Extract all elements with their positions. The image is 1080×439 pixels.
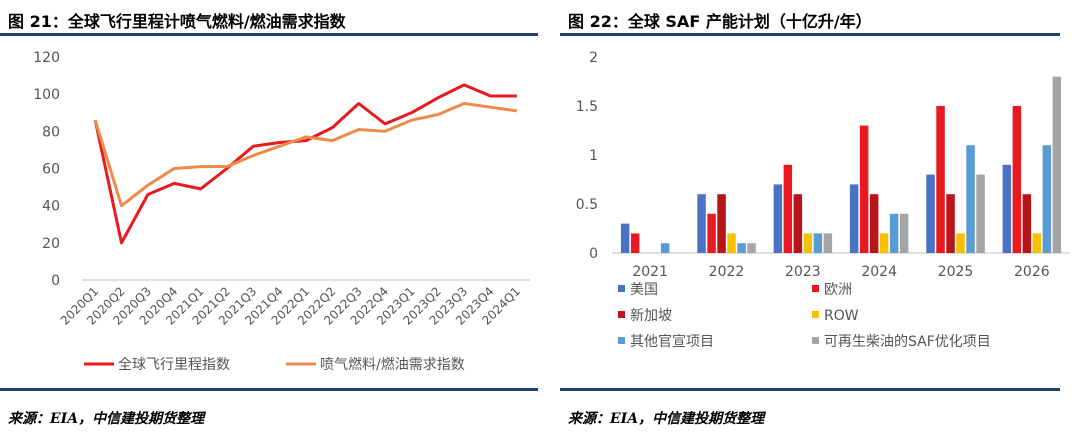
legend-label: 美国 <box>630 282 658 298</box>
bar <box>1022 194 1032 253</box>
bar <box>1002 164 1012 253</box>
bar <box>1052 76 1062 253</box>
legend-label: 可再生柴油的SAF优化项目 <box>824 334 991 350</box>
right-title-rule <box>560 33 1060 36</box>
legend-label: 新加坡 <box>630 308 672 324</box>
bar <box>1012 106 1022 253</box>
x-tick-label: 2022 <box>709 264 745 280</box>
bar <box>773 184 783 253</box>
y-tick-label: 60 <box>42 162 60 178</box>
legend-swatch <box>812 337 819 344</box>
bar <box>926 174 935 253</box>
series-line-1 <box>93 83 517 245</box>
bar <box>803 233 813 253</box>
legend-label: 全球飞行里程指数 <box>118 356 230 373</box>
bar <box>889 213 899 253</box>
legend-swatch <box>618 285 625 292</box>
bar <box>727 233 736 253</box>
x-tick-label: 2021 <box>632 264 668 280</box>
right-chart-title: 图 22：全球 SAF 产能计划（十亿升/年） <box>568 12 872 31</box>
bar <box>660 243 670 253</box>
y-tick-label: 80 <box>42 124 60 140</box>
bar <box>620 223 630 253</box>
bar <box>976 174 985 253</box>
legend-swatch <box>812 285 819 292</box>
bar <box>793 194 803 253</box>
line-chart: 0204060801001202020Q12020Q22020Q32020Q42… <box>33 50 530 373</box>
bar <box>747 243 756 253</box>
left-chart-title: 图 21：全球飞行里程计喷气燃料/燃油需求指数 <box>8 12 346 31</box>
bar <box>869 194 879 253</box>
right-source-note: 来源：EIA，中信建投期货整理 <box>568 411 765 427</box>
legend-label: 喷气燃料/燃油需求指数 <box>320 356 465 373</box>
left-source-note: 来源：EIA，中信建投期货整理 <box>8 411 205 427</box>
legend-swatch <box>618 337 625 344</box>
left-bottom-rule <box>0 388 538 391</box>
y-tick-label: 0.5 <box>576 197 598 213</box>
y-tick-label: 0 <box>51 273 60 289</box>
left-title-rule <box>0 33 538 36</box>
y-tick-label: 2 <box>589 50 598 66</box>
y-tick-label: 1.5 <box>576 99 598 115</box>
y-tick-label: 120 <box>33 50 60 66</box>
bar <box>707 213 716 253</box>
bar <box>936 106 945 253</box>
bar <box>859 125 869 253</box>
x-tick-label: 2023 <box>785 264 821 280</box>
bar <box>879 233 889 253</box>
bar <box>783 164 793 253</box>
y-tick-label: 20 <box>42 236 60 252</box>
legend-label: 其他官宣项目 <box>630 334 714 350</box>
bar-chart: 0 0.5 1 1.5 2 2021 2022 2023 2024 2025 2026 美国 欧洲新加坡… <box>576 50 1070 350</box>
bar <box>849 184 859 253</box>
right-bottom-rule <box>560 388 1060 391</box>
bar <box>737 243 746 253</box>
legend-swatch <box>812 311 819 318</box>
y-tick-label: 1 <box>589 148 598 164</box>
bar <box>813 233 823 253</box>
y-tick-label: 0 <box>589 246 598 262</box>
x-tick-label: 2024 <box>861 264 897 280</box>
series-line-2 <box>93 102 518 208</box>
bar <box>697 194 706 253</box>
legend-label: ROW <box>824 308 859 324</box>
legend-label: 欧洲 <box>824 282 852 298</box>
right-chart-panel: 图 22：全球 SAF 产能计划（十亿升/年） 0 0.5 1 1.5 2 2021 202… <box>560 0 1080 439</box>
bar <box>946 194 955 253</box>
y-tick-label: 100 <box>33 87 60 103</box>
bar <box>630 233 640 253</box>
bar <box>1032 233 1042 253</box>
bar <box>899 213 909 253</box>
legend-swatch <box>618 311 625 318</box>
bar <box>1042 145 1052 253</box>
x-tick-label: 2025 <box>938 264 974 280</box>
bar <box>823 233 833 253</box>
bar <box>717 194 726 253</box>
bar <box>966 145 975 253</box>
x-tick-label: 2026 <box>1014 264 1050 280</box>
bar <box>956 233 965 253</box>
y-tick-label: 40 <box>42 199 60 215</box>
left-chart-panel: 图 21：全球飞行里程计喷气燃料/燃油需求指数 0 20 40 60 80 100 120 2… <box>0 0 538 439</box>
